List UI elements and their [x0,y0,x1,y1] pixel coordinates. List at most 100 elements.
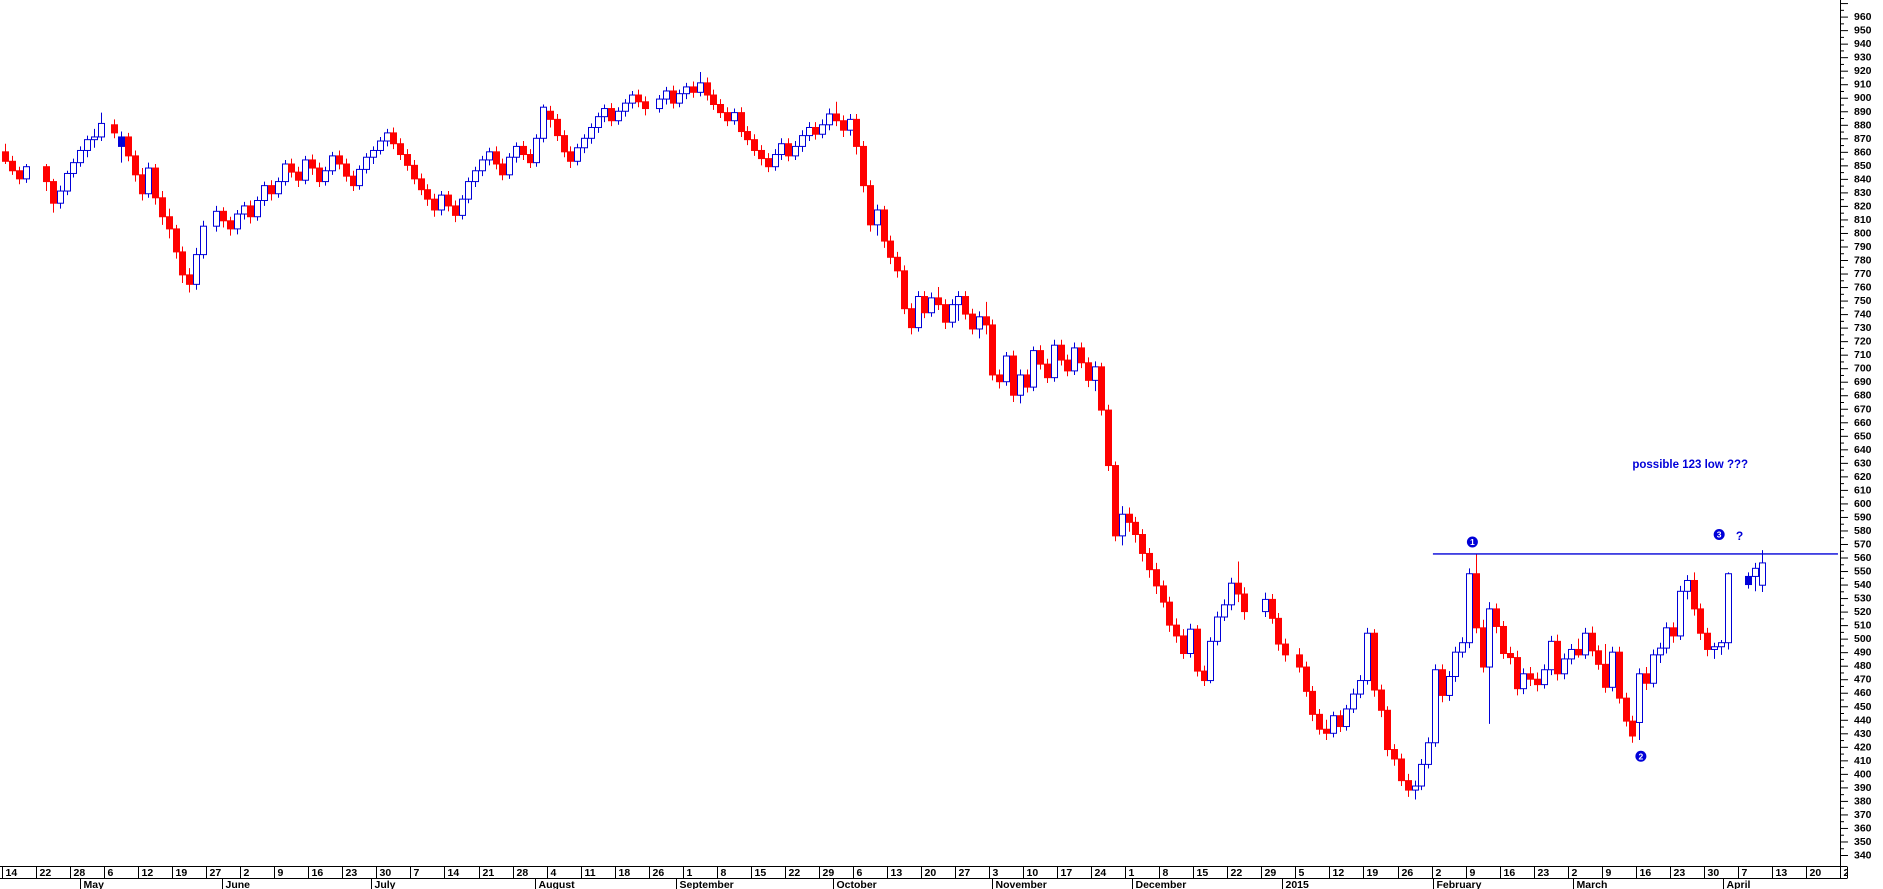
svg-text:710: 710 [1854,349,1872,361]
svg-text:960: 960 [1854,11,1872,23]
svg-text:22: 22 [789,867,801,879]
svg-text:860: 860 [1854,146,1872,158]
svg-text:?: ? [1736,529,1743,543]
svg-text:13: 13 [891,867,903,879]
svg-text:2015: 2015 [1286,879,1310,889]
svg-text:6: 6 [857,867,863,879]
svg-text:16: 16 [312,867,324,879]
svg-text:340: 340 [1854,850,1872,862]
svg-text:21: 21 [483,867,495,879]
svg-text:November: November [996,879,1047,889]
svg-text:890: 890 [1854,106,1872,118]
svg-text:2: 2 [244,867,250,879]
svg-text:630: 630 [1854,457,1872,469]
svg-text:22: 22 [40,867,52,879]
svg-text:380: 380 [1854,795,1872,807]
svg-text:14: 14 [448,867,460,879]
svg-text:640: 640 [1854,444,1872,456]
svg-text:600: 600 [1854,498,1872,510]
svg-text:350: 350 [1854,836,1872,848]
svg-text:September: September [680,879,734,889]
svg-text:3: 3 [1717,530,1722,540]
svg-text:12: 12 [1333,867,1345,879]
svg-text:470: 470 [1854,674,1872,686]
svg-text:830: 830 [1854,187,1872,199]
svg-text:19: 19 [1367,867,1379,879]
svg-text:500: 500 [1854,633,1872,645]
svg-text:510: 510 [1854,620,1872,632]
svg-text:570: 570 [1854,538,1872,550]
svg-text:940: 940 [1854,38,1872,50]
svg-text:1: 1 [1470,537,1475,547]
svg-text:790: 790 [1854,241,1872,253]
svg-text:February: February [1437,879,1482,889]
svg-text:590: 590 [1854,511,1872,523]
svg-text:720: 720 [1854,336,1872,348]
svg-text:6: 6 [108,867,114,879]
svg-text:920: 920 [1854,65,1872,77]
svg-text:16: 16 [1640,867,1652,879]
svg-text:9: 9 [278,867,284,879]
svg-text:2: 2 [1639,751,1644,761]
svg-text:780: 780 [1854,255,1872,267]
svg-text:14: 14 [6,867,18,879]
svg-text:9: 9 [1470,867,1476,879]
svg-text:840: 840 [1854,173,1872,185]
svg-text:20: 20 [925,867,937,879]
svg-text:27: 27 [210,867,222,879]
svg-text:750: 750 [1854,295,1872,307]
svg-text:26: 26 [1402,867,1414,879]
svg-text:420: 420 [1854,741,1872,753]
svg-text:7: 7 [1742,867,1748,879]
svg-text:360: 360 [1854,822,1872,834]
svg-text:12: 12 [142,867,154,879]
svg-text:520: 520 [1854,606,1872,618]
svg-text:May: May [84,879,105,889]
svg-text:460: 460 [1854,687,1872,699]
svg-text:650: 650 [1854,430,1872,442]
svg-text:370: 370 [1854,809,1872,821]
svg-text:730: 730 [1854,322,1872,334]
svg-text:660: 660 [1854,417,1872,429]
svg-text:1: 1 [1129,867,1135,879]
svg-text:28: 28 [74,867,86,879]
svg-text:1: 1 [687,867,693,879]
svg-text:530: 530 [1854,593,1872,605]
svg-text:July: July [375,879,396,889]
svg-text:23: 23 [346,867,358,879]
svg-text:August: August [539,879,576,889]
svg-text:400: 400 [1854,768,1872,780]
svg-text:560: 560 [1854,552,1872,564]
svg-text:410: 410 [1854,755,1872,767]
svg-text:23: 23 [1538,867,1550,879]
svg-text:480: 480 [1854,660,1872,672]
svg-text:28: 28 [517,867,529,879]
svg-text:680: 680 [1854,390,1872,402]
svg-text:670: 670 [1854,403,1872,415]
svg-text:490: 490 [1854,647,1872,659]
svg-text:19: 19 [176,867,188,879]
svg-text:7: 7 [414,867,420,879]
svg-text:22: 22 [1231,867,1243,879]
svg-text:800: 800 [1854,227,1872,239]
svg-text:5: 5 [1299,867,1305,879]
svg-text:3: 3 [993,867,999,879]
svg-text:440: 440 [1854,714,1872,726]
svg-text:27: 27 [1844,867,1856,879]
svg-text:690: 690 [1854,376,1872,388]
svg-text:4: 4 [551,867,557,879]
svg-text:29: 29 [823,867,835,879]
svg-text:11: 11 [585,867,596,879]
svg-text:390: 390 [1854,782,1872,794]
svg-text:15: 15 [755,867,767,879]
svg-text:880: 880 [1854,119,1872,131]
svg-text:8: 8 [721,867,727,879]
svg-text:8: 8 [1163,867,1169,879]
svg-text:23: 23 [1674,867,1686,879]
svg-text:430: 430 [1854,728,1872,740]
svg-text:April: April [1727,879,1751,889]
svg-text:740: 740 [1854,309,1872,321]
svg-text:18: 18 [619,867,631,879]
